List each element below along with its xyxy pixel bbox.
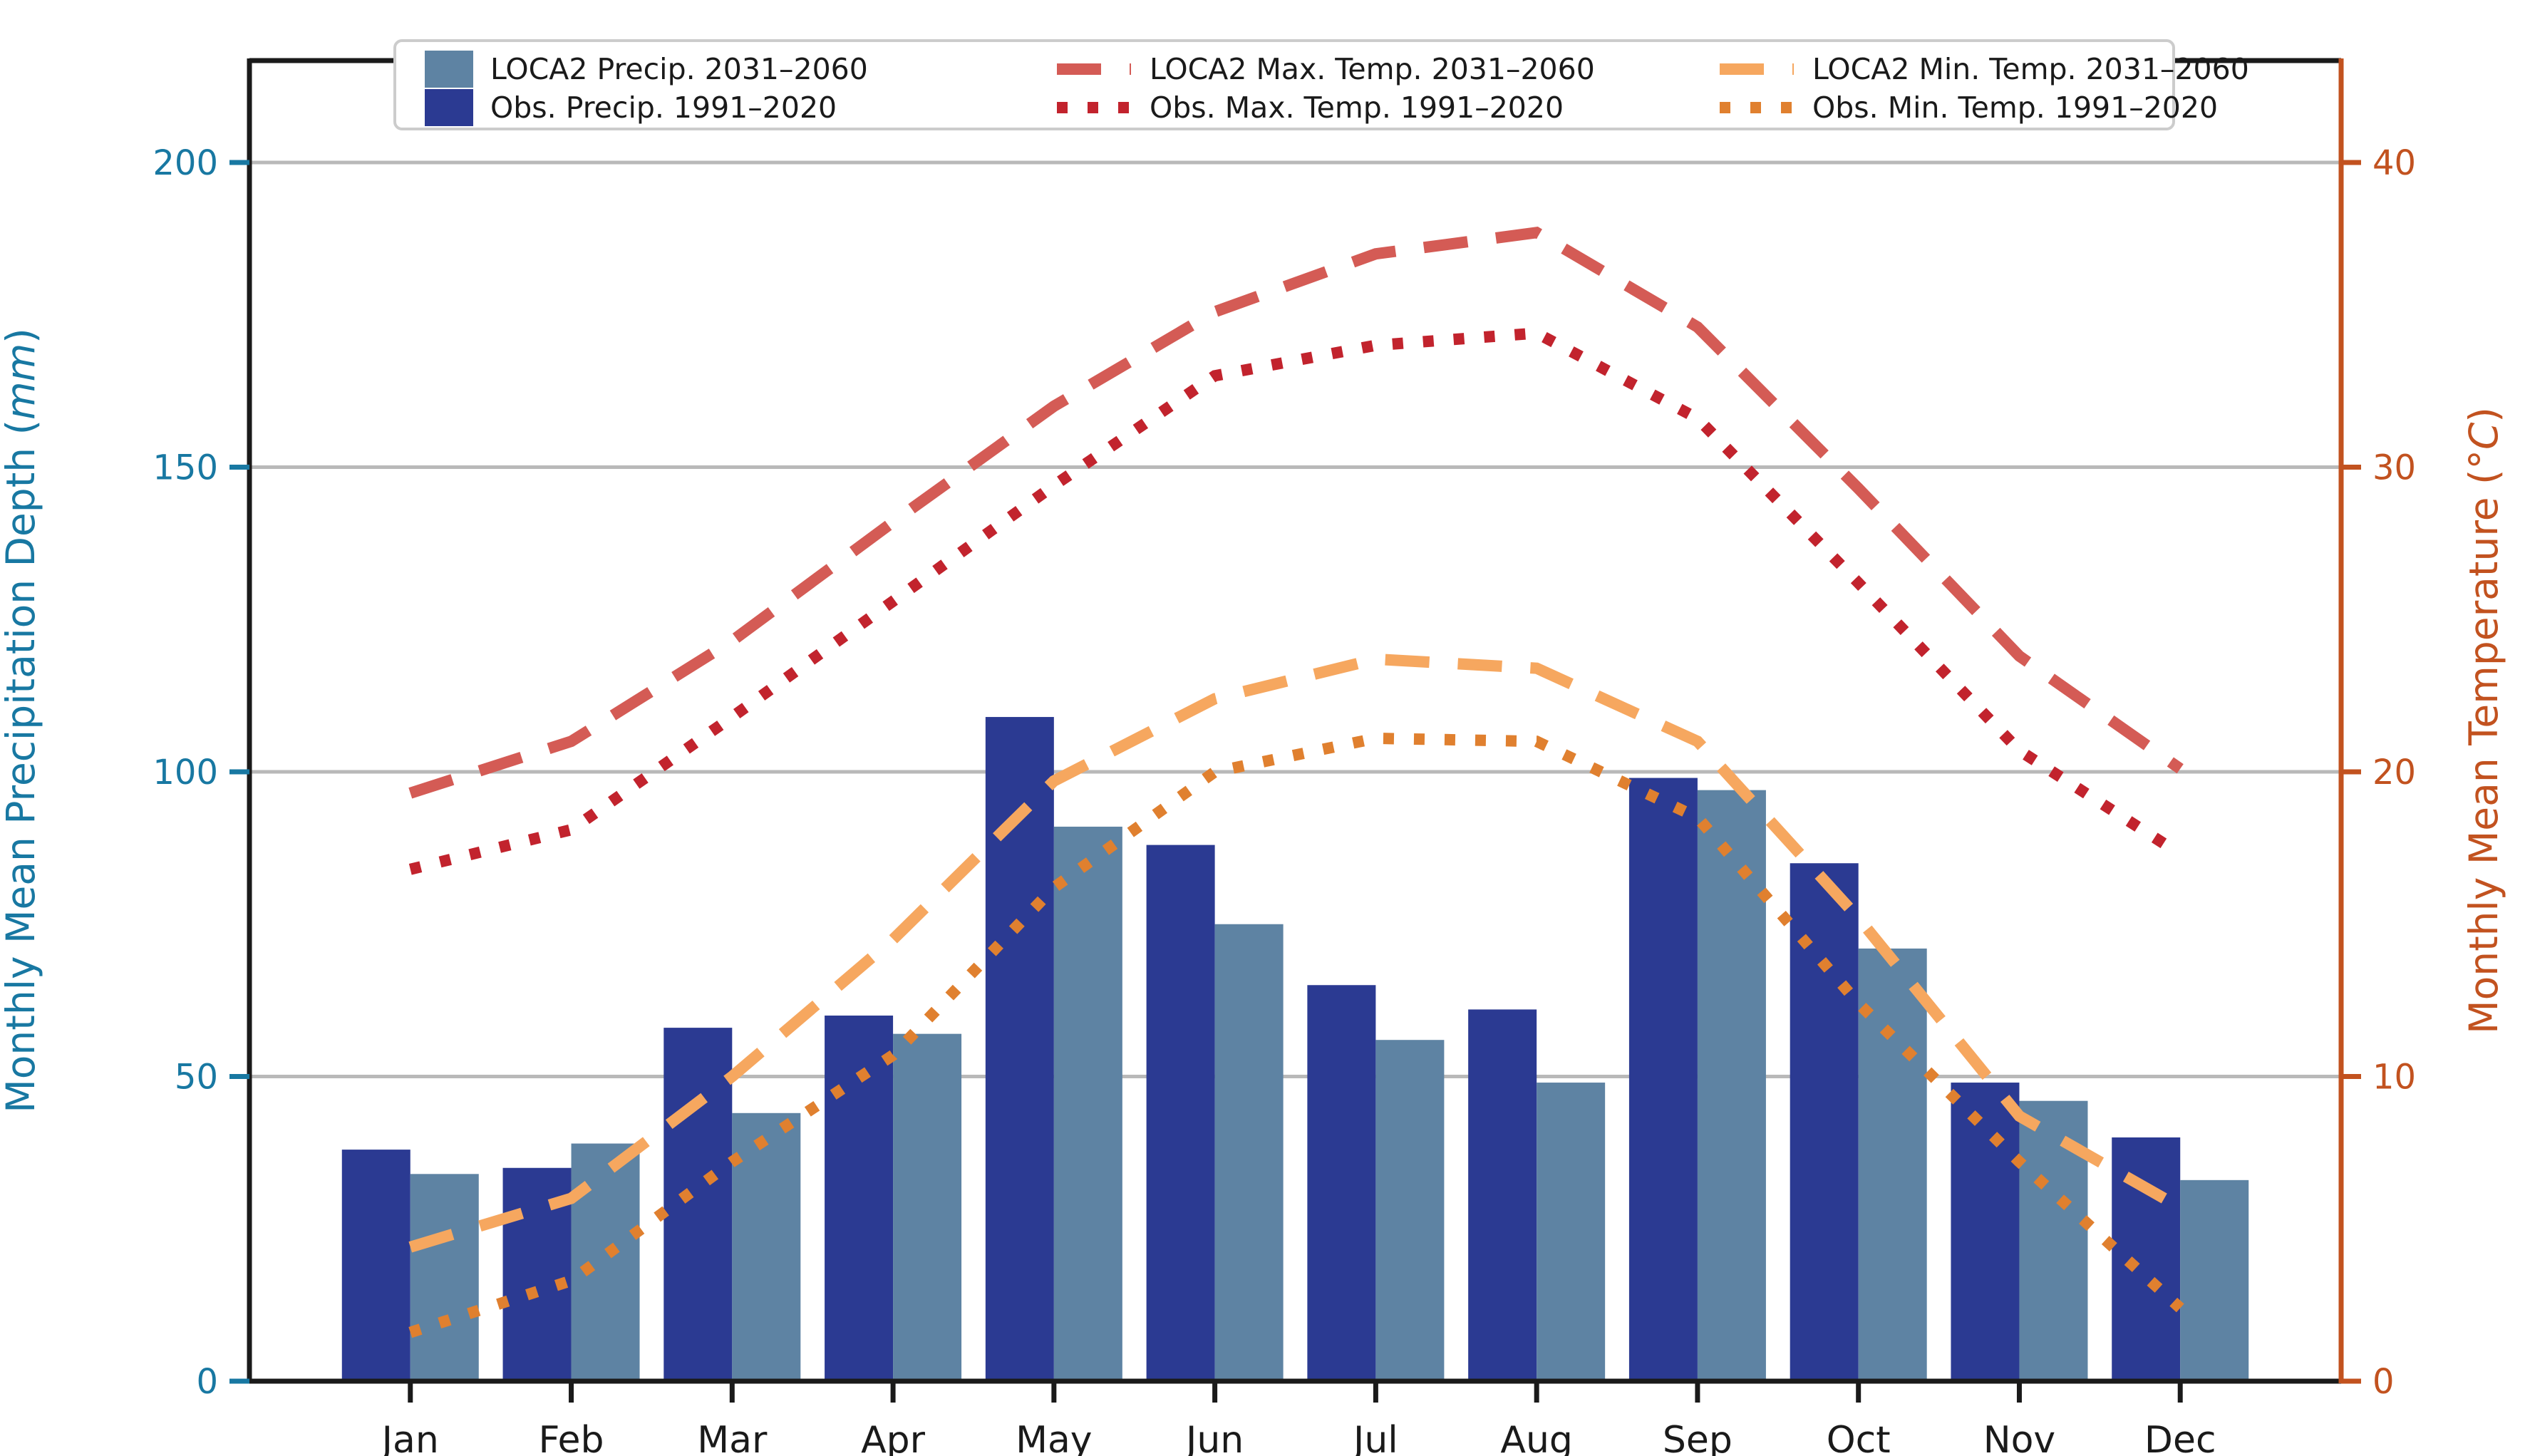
bar-loca2-precip-mar [732,1112,801,1381]
bar-loca2-precip-dec [2180,1179,2249,1381]
legend-item-loca2-min-temp-2031-2060: LOCA2 Min. Temp. 2031–2060 [1718,51,2249,88]
left-axis-title: Monthly Mean Precipitation Depth (mm) [0,328,43,1112]
legend: LOCA2 Precip. 2031–2060 Obs. Precip. 1991… [393,39,2249,130]
month-label-oct: Oct [1827,1419,1891,1456]
month-label-feb: Feb [538,1419,604,1456]
month-label-aug: Aug [1500,1419,1573,1456]
gridlines-group [249,160,2341,1078]
precipitation-bars-group [341,717,2249,1381]
line-loca2-max-temp [408,227,2184,799]
month-label-nov: Nov [1983,1419,2056,1456]
legend-swatch-line-icon [1057,102,1131,113]
line-obs-max-temp [408,327,2184,875]
line-loca2-min-temp [408,653,2184,1253]
legend-item-loca2-precip-2031-2060: LOCA2 Precip. 2031–2060 [425,51,868,88]
legend-label: Obs. Min. Temp. 1991–2020 [1812,91,2219,125]
bar-loca2-precip-sep [1697,790,1766,1381]
bar-obs-precip-jul [1307,985,1376,1381]
bar-obs-precip-nov [1951,1083,2020,1381]
bar-loca2-precip-apr [893,1033,962,1381]
right-tick-label-0: 0 [2372,1362,2395,1402]
legend-label: LOCA2 Precip. 2031–2060 [490,52,868,86]
bar-obs-precip-apr [825,1016,894,1381]
bar-obs-precip-dec [2112,1137,2181,1381]
bar-loca2-precip-feb [571,1143,640,1381]
legend-label: Obs. Precip. 1991–2020 [490,91,837,125]
month-label-jul: Jul [1351,1419,1398,1456]
legend-item-obs-min-temp-1991-2020: Obs. Min. Temp. 1991–2020 [1718,89,2218,126]
month-label-sep: Sep [1663,1419,1733,1456]
month-label-mar: Mar [697,1419,768,1456]
bar-obs-precip-aug [1468,1009,1537,1381]
legend-label: LOCA2 Max. Temp. 2031–2060 [1150,52,1595,86]
left-tick-label-100: 100 [153,753,218,792]
legend-swatch-line-icon [1057,63,1131,75]
bar-loca2-precip-jul [1375,1040,1445,1381]
right-axis-title: Monthly Mean Temperature (°C) [2461,407,2506,1034]
right-tick-label-30: 30 [2372,448,2416,488]
month-label-jun: Jun [1184,1419,1244,1456]
legend-swatch-rect-icon [425,89,473,126]
bar-obs-precip-mar [663,1028,733,1381]
legend-label: LOCA2 Min. Temp. 2031–2060 [1812,52,2249,86]
right-tick-label-20: 20 [2372,753,2416,792]
month-label-dec: Dec [2144,1419,2216,1456]
legend-item-obs-max-temp-1991-2020: Obs. Max. Temp. 1991–2020 [1055,89,1564,126]
legend-swatch-line-icon [1720,63,1794,75]
legend-swatch-rect-icon [425,51,473,88]
month-label-jan: Jan [380,1419,439,1456]
legend-label: Obs. Max. Temp. 1991–2020 [1150,91,1564,125]
legend-item-loca2-max-temp-2031-2060: LOCA2 Max. Temp. 2031–2060 [1055,51,1595,88]
right-tick-label-10: 10 [2372,1058,2416,1098]
bar-loca2-precip-oct [1858,948,1927,1381]
right-tick-label-40: 40 [2372,143,2416,183]
bar-loca2-precip-jun [1214,924,1284,1381]
legend-item-obs-precip-1991-2020: Obs. Precip. 1991–2020 [425,89,837,126]
line-obs-min-temp [408,732,2184,1338]
legend-swatch-line-icon [1720,102,1794,113]
left-tick-label-0: 0 [196,1362,218,1402]
bar-obs-precip-oct [1790,863,1859,1381]
month-label-apr: Apr [861,1419,926,1456]
bar-loca2-precip-jan [410,1174,479,1381]
temperature-lines-group [408,227,2184,1338]
bar-loca2-precip-aug [1537,1083,1606,1381]
bar-loca2-precip-may [1053,826,1122,1381]
bar-obs-precip-sep [1628,778,1698,1381]
left-tick-label-50: 50 [175,1058,218,1098]
bar-obs-precip-may [985,717,1054,1381]
month-label-may: May [1016,1419,1093,1456]
left-tick-label-150: 150 [153,448,218,488]
bar-obs-precip-jan [341,1150,410,1381]
left-tick-label-200: 200 [153,143,218,183]
bar-obs-precip-jun [1146,845,1215,1381]
